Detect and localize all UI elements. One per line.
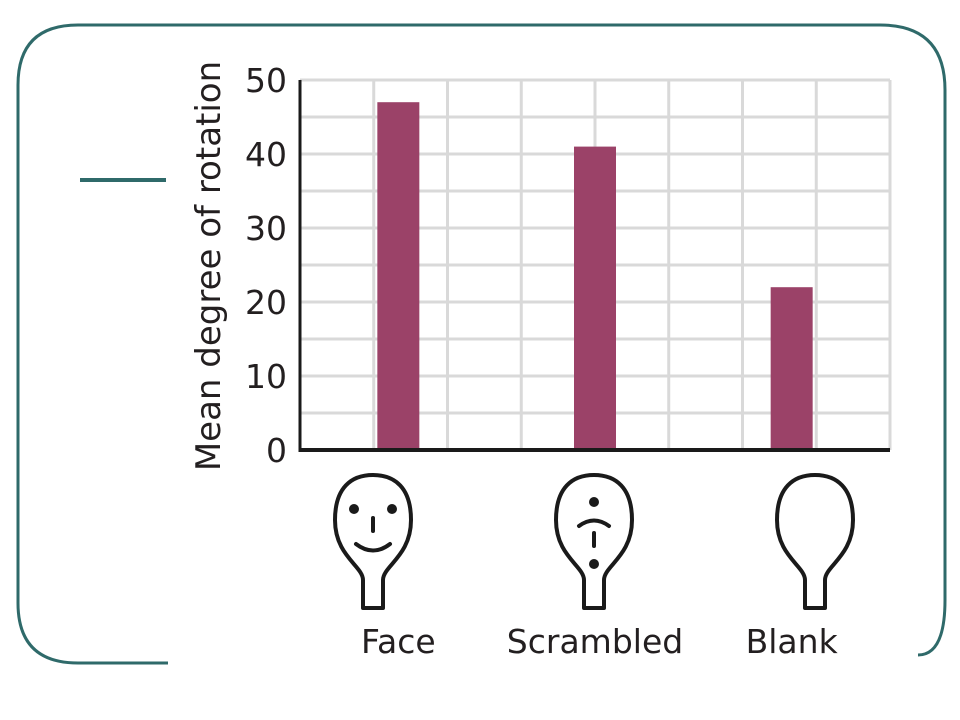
y-tick-label: 0	[266, 431, 287, 470]
bar-blank	[770, 287, 813, 450]
blank-head-icon	[775, 473, 855, 610]
scrambled-head-icon	[554, 473, 634, 610]
bar-face	[377, 102, 420, 450]
face-eye-left	[349, 504, 359, 514]
y-tick-label: 40	[245, 135, 287, 174]
face-mouth	[354, 542, 392, 553]
bar-scrambled	[574, 146, 616, 450]
scrambled-mouth	[577, 518, 611, 528]
y-tick-label: 30	[245, 209, 287, 248]
y-axis-title: Mean degree of rotation	[189, 61, 229, 471]
scrambled-eye-top	[589, 497, 599, 507]
scrambled-eye-bottom	[589, 559, 599, 569]
y-tick-labels: 0 10 20 30 40 50	[245, 61, 287, 470]
category-label: Scrambled	[507, 622, 683, 661]
category-label: Blank	[746, 622, 839, 661]
face-eye-right	[387, 504, 397, 514]
y-tick-label: 20	[245, 283, 287, 322]
y-tick-label: 50	[245, 61, 287, 100]
face-head-icon	[333, 473, 413, 610]
bar-chart: 0 10 20 30 40 50 Mean degree of rotation Face…	[189, 61, 892, 661]
category-labels: Face Scrambled Blank	[361, 622, 839, 661]
frame-border	[16, 23, 947, 665]
category-label: Face	[361, 622, 436, 661]
y-tick-label: 10	[245, 357, 287, 396]
chart-bars	[377, 102, 813, 450]
slide-frame	[16, 23, 947, 665]
